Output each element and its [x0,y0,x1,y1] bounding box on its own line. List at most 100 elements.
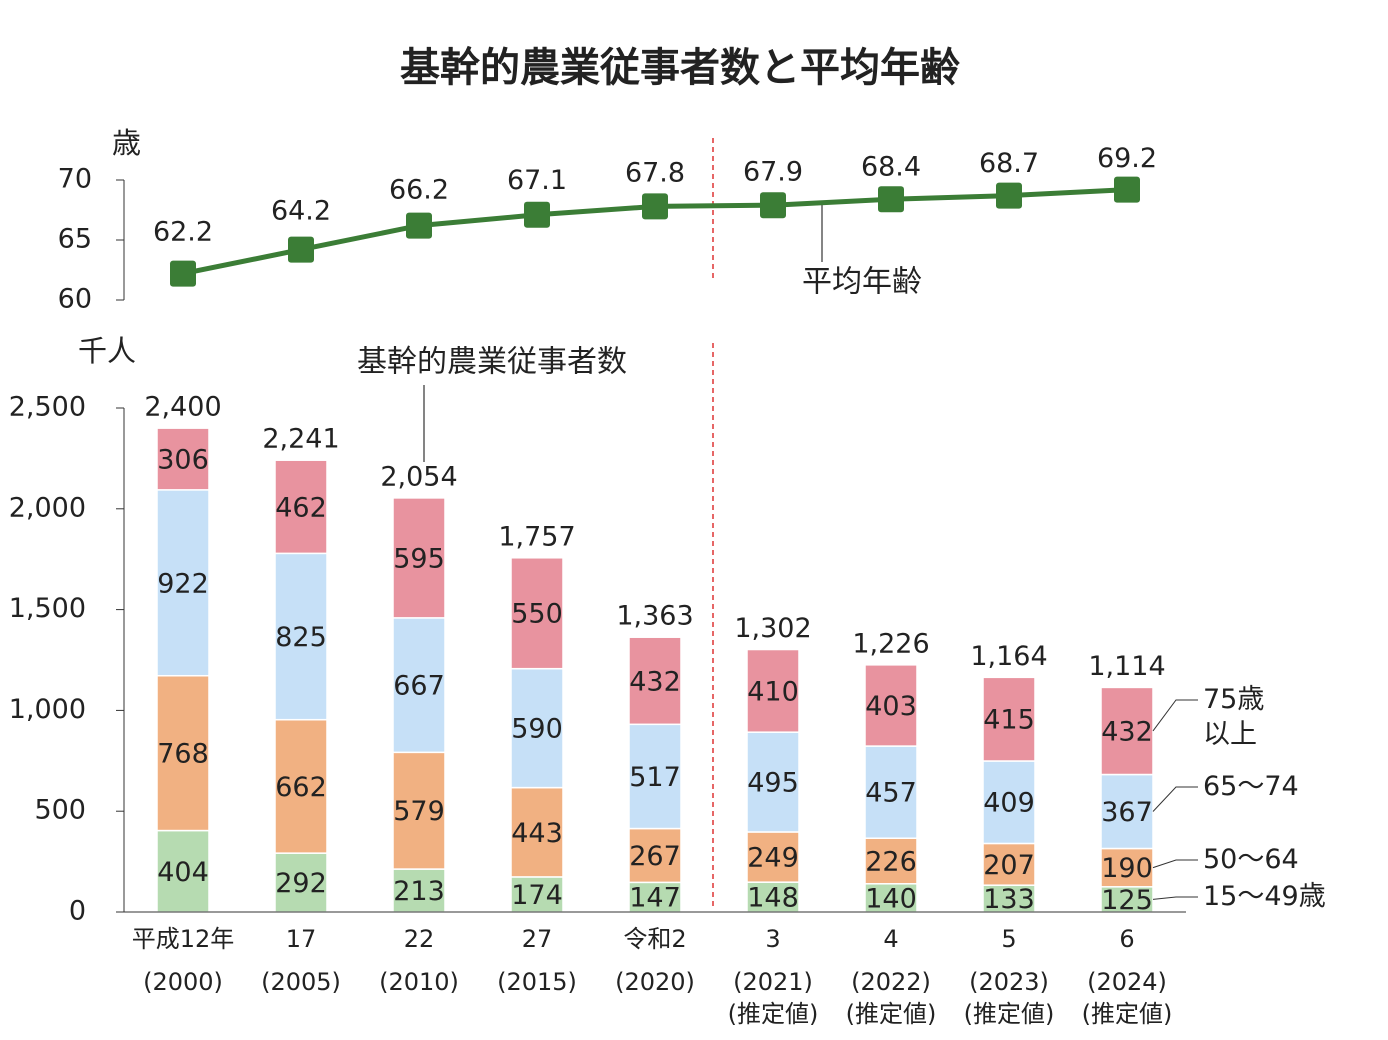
total-label: 2,054 [380,461,457,492]
legend-leader [1152,786,1198,812]
data-label: 443 [511,818,563,849]
legend-label: 50～64 [1203,844,1299,875]
data-label: 174 [511,880,563,911]
data-label: 768 [157,739,209,770]
x-tick-label: 5 [1001,925,1016,953]
legend-label: 15～49歳 [1203,881,1326,912]
bar-segment [746,731,800,833]
bar-segment [982,676,1036,762]
x-tick-label: 3 [765,925,780,953]
bar-segment [392,751,446,870]
data-label: 550 [511,599,563,630]
bar-segment [510,876,564,913]
data-label: 410 [747,676,799,707]
data-label: 662 [275,772,327,803]
data-label: 249 [747,843,799,874]
x-tick-label: (推定値) [964,1000,1055,1028]
y-tick-label: 2,500 [9,392,86,423]
total-label: 1,757 [498,521,575,552]
data-label: 922 [157,568,209,599]
marker [996,182,1022,209]
bar-segment [392,617,446,754]
data-label: 432 [629,666,681,697]
data-label: 213 [393,876,445,907]
total-label: 2,400 [144,392,221,423]
bar-segment [864,837,918,885]
marker [406,212,432,239]
data-label: 579 [393,796,445,827]
bar-segment [274,459,328,555]
bar-segment [156,829,210,913]
marker [642,193,668,220]
data-label: 457 [865,778,917,809]
x-tick-label: (推定値) [846,1000,937,1028]
data-label: 462 [275,492,327,523]
data-label: 495 [747,768,799,799]
bar-segment [274,852,328,913]
data-label: 367 [1101,797,1153,828]
data-label: 409 [983,788,1035,819]
data-label: 404 [157,857,209,888]
bar-segment [746,831,800,883]
marker [288,236,314,263]
data-label: 147 [629,883,681,914]
total-label: 1,114 [1088,651,1165,682]
data-label: 67.8 [625,158,685,189]
chart-title: 基幹的農業従事者数と平均年齢 [400,45,960,91]
x-tick-label: (2023) [969,968,1049,996]
y-axis-label: 千人 [78,334,136,368]
bar-segment [510,667,564,789]
bar-segment [274,718,328,854]
data-label: 66.2 [389,174,449,205]
y-tick-label: 1,000 [9,694,86,725]
bar-segment [628,723,682,830]
x-tick-label: (2015) [497,968,577,996]
x-tick-label: 令和2 [623,925,686,953]
y-tick-label: 65 [58,224,92,255]
bar-segment [392,497,446,619]
total-label: 1,363 [616,601,693,632]
bar-segment [1100,773,1154,850]
legend-leader [1152,699,1198,732]
data-label: 148 [747,883,799,914]
total-label: 1,302 [734,613,811,644]
data-label: 825 [275,622,327,653]
total-label: 1,164 [970,641,1047,672]
x-tick-label: 4 [883,925,898,953]
marker [878,186,904,213]
bar-segment [746,648,800,733]
x-tick-label: 22 [404,925,435,953]
data-label: 67.9 [743,157,803,188]
marker [760,192,786,219]
x-tick-label: (2005) [261,968,341,996]
annotation: 基幹的農業従事者数 [357,345,627,380]
data-label: 267 [629,841,681,872]
x-tick-label: (2021) [733,968,813,996]
data-label: 306 [157,445,209,476]
x-tick-label: 6 [1119,925,1134,953]
y-axis-label: 歳 [112,126,141,160]
marker [524,201,550,228]
data-label: 226 [865,846,917,877]
data-label: 595 [393,543,445,574]
bar-segment [156,489,210,677]
bar-segment [392,868,446,913]
x-tick-label: (2000) [143,968,223,996]
x-tick-label: 17 [286,925,317,953]
x-tick-label: (2020) [615,968,695,996]
x-tick-label: (推定値) [1082,1000,1173,1028]
legend-leader [1152,859,1198,869]
marker [1114,176,1140,203]
y-tick-label: 500 [34,795,86,826]
x-tick-label: (2024) [1087,968,1167,996]
bar-segment [628,827,682,884]
y-tick-label: 2,000 [9,492,86,523]
total-label: 1,226 [852,628,929,659]
bar-segment [156,427,210,491]
data-label: 517 [629,762,681,793]
x-tick-label: 平成12年 [132,925,235,953]
x-tick-label: (2022) [851,968,931,996]
data-label: 64.2 [271,195,331,226]
